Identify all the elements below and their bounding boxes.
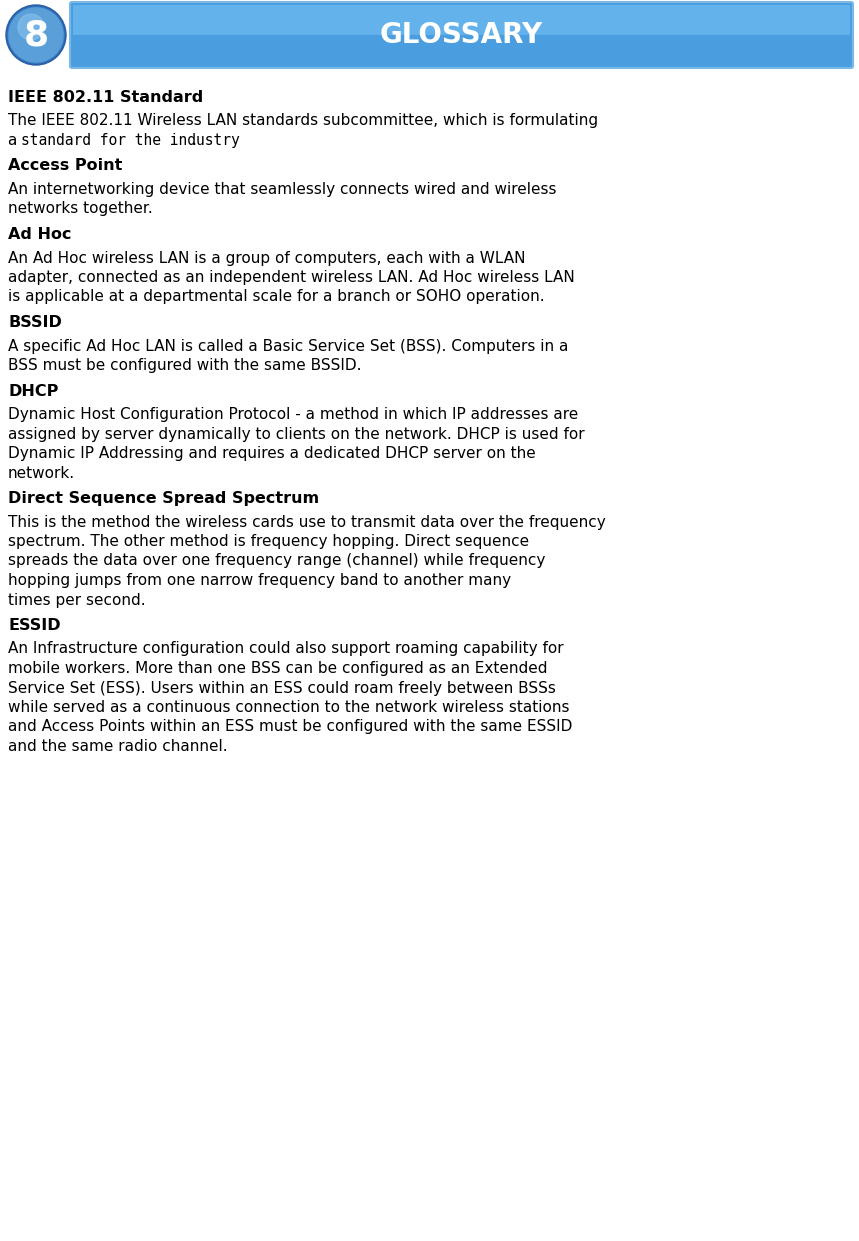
Text: .: . [192, 133, 197, 148]
Text: A specific Ad Hoc LAN is called a Basic Service Set (BSS). Computers in a: A specific Ad Hoc LAN is called a Basic … [8, 339, 569, 354]
Text: assigned by server dynamically to clients on the network. DHCP is used for: assigned by server dynamically to client… [8, 427, 585, 442]
Text: network.: network. [8, 465, 75, 480]
Text: This is the method the wireless cards use to transmit data over the frequency: This is the method the wireless cards us… [8, 515, 606, 530]
Text: hopping jumps from one narrow frequency band to another many: hopping jumps from one narrow frequency … [8, 573, 511, 588]
Text: Dynamic Host Configuration Protocol - a method in which IP addresses are: Dynamic Host Configuration Protocol - a … [8, 407, 578, 422]
Text: and Access Points within an ESS must be configured with the same ESSID: and Access Points within an ESS must be … [8, 720, 572, 735]
Text: Direct Sequence Spread Spectrum: Direct Sequence Spread Spectrum [8, 491, 320, 506]
Text: The IEEE 802.11 Wireless LAN standards subcommittee, which is formulating: The IEEE 802.11 Wireless LAN standards s… [8, 113, 598, 129]
Text: 8: 8 [23, 19, 49, 52]
Text: standard for the industry: standard for the industry [21, 133, 240, 148]
Text: Dynamic IP Addressing and requires a dedicated DHCP server on the: Dynamic IP Addressing and requires a ded… [8, 446, 536, 460]
Text: is applicable at a departmental scale for a branch or SOHO operation.: is applicable at a departmental scale fo… [8, 289, 545, 304]
Text: An Ad Hoc wireless LAN is a group of computers, each with a WLAN: An Ad Hoc wireless LAN is a group of com… [8, 251, 526, 266]
Text: Ad Hoc: Ad Hoc [8, 227, 71, 242]
Text: BSSID: BSSID [8, 315, 62, 330]
Text: An internetworking device that seamlessly connects wired and wireless: An internetworking device that seamlessl… [8, 182, 557, 197]
Circle shape [9, 7, 63, 62]
Text: networks together.: networks together. [8, 201, 153, 216]
Text: mobile workers. More than one BSS can be configured as an Extended: mobile workers. More than one BSS can be… [8, 661, 547, 676]
Circle shape [8, 7, 64, 63]
Text: Service Set (ESS). Users within an ESS could roam freely between BSSs: Service Set (ESS). Users within an ESS c… [8, 680, 556, 695]
Text: spreads the data over one frequency range (channel) while frequency: spreads the data over one frequency rang… [8, 553, 545, 568]
Text: a: a [8, 133, 22, 148]
FancyBboxPatch shape [73, 5, 850, 35]
Text: ESSID: ESSID [8, 618, 61, 633]
Text: Access Point: Access Point [8, 159, 122, 174]
FancyBboxPatch shape [70, 2, 853, 68]
Text: IEEE 802.11 Standard: IEEE 802.11 Standard [8, 91, 204, 105]
Text: DHCP: DHCP [8, 383, 58, 398]
Text: spectrum. The other method is frequency hopping. Direct sequence: spectrum. The other method is frequency … [8, 534, 529, 549]
Text: BSS must be configured with the same BSSID.: BSS must be configured with the same BSS… [8, 357, 362, 374]
Text: and the same radio channel.: and the same radio channel. [8, 738, 228, 755]
Text: times per second.: times per second. [8, 592, 146, 608]
Circle shape [18, 14, 44, 40]
Circle shape [6, 5, 66, 65]
Text: while served as a continuous connection to the network wireless stations: while served as a continuous connection … [8, 700, 570, 715]
Text: adapter, connected as an independent wireless LAN. Ad Hoc wireless LAN: adapter, connected as an independent wir… [8, 271, 575, 285]
Text: An Infrastructure configuration could also support roaming capability for: An Infrastructure configuration could al… [8, 642, 564, 656]
Text: GLOSSARY: GLOSSARY [380, 21, 543, 48]
